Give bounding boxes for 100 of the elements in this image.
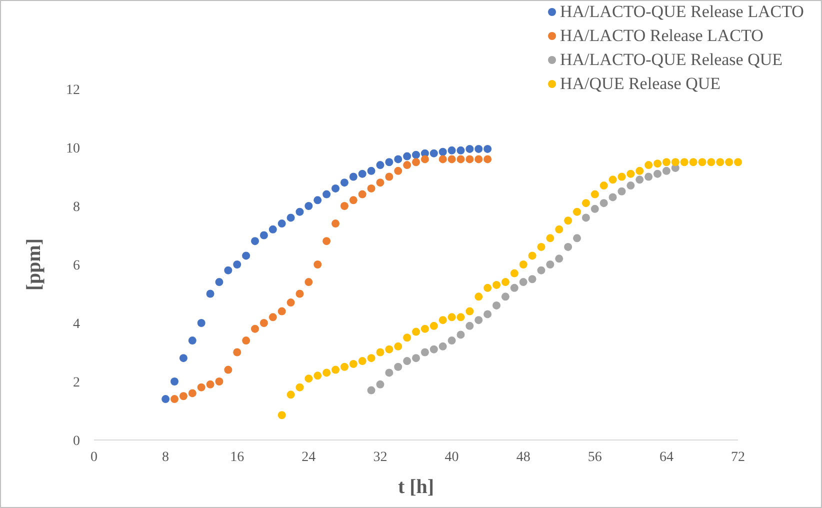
y-tick-label: 8 <box>73 200 80 215</box>
y-tick-label: 12 <box>66 83 80 98</box>
point <box>420 348 429 356</box>
x-axis-title: t [h] <box>398 476 434 498</box>
point <box>367 166 376 175</box>
point <box>456 155 465 164</box>
point <box>466 144 474 153</box>
point <box>314 372 322 380</box>
point <box>286 214 295 222</box>
point <box>528 252 536 260</box>
point <box>242 336 250 345</box>
point <box>268 225 277 234</box>
point <box>376 380 384 388</box>
point <box>474 144 483 153</box>
point <box>358 170 366 178</box>
point <box>251 237 259 246</box>
point <box>519 260 528 268</box>
x-tick-label: 48 <box>516 450 530 465</box>
x-tick-label: 56 <box>588 450 602 465</box>
point <box>197 319 206 327</box>
point <box>412 354 420 362</box>
point <box>654 160 662 168</box>
point <box>636 166 644 175</box>
point <box>304 202 313 210</box>
point <box>412 328 420 336</box>
point <box>430 149 438 158</box>
point <box>296 208 304 216</box>
point <box>474 292 483 301</box>
point <box>170 395 178 404</box>
point <box>286 298 295 307</box>
point <box>224 266 232 274</box>
point <box>734 158 742 166</box>
point <box>564 242 572 251</box>
point <box>626 182 635 190</box>
point <box>438 316 447 324</box>
point <box>600 199 608 208</box>
point <box>394 342 402 350</box>
point <box>600 182 608 190</box>
y-tick-label: 2 <box>73 376 80 390</box>
point <box>698 158 706 166</box>
point <box>304 278 313 286</box>
point <box>448 313 456 322</box>
point <box>197 383 206 392</box>
legend-label: HA/QUE Release QUE <box>560 74 721 93</box>
point <box>448 146 456 154</box>
point <box>501 278 510 286</box>
point <box>528 275 536 284</box>
point <box>546 234 554 242</box>
point <box>510 269 518 278</box>
point <box>644 172 653 181</box>
point <box>608 193 617 202</box>
point <box>492 280 500 289</box>
y-axis-title: [ppm] <box>23 238 45 291</box>
point <box>626 170 635 178</box>
point <box>367 386 376 394</box>
point <box>573 208 581 216</box>
point <box>412 150 420 159</box>
point <box>590 190 599 198</box>
point <box>492 301 500 310</box>
legend-label: HA/LACTO-QUE Release QUE <box>560 50 783 69</box>
point <box>707 158 716 166</box>
point <box>358 190 366 198</box>
y-tick-label: 6 <box>73 258 80 274</box>
point <box>430 345 438 354</box>
point <box>484 284 492 292</box>
point <box>376 178 384 187</box>
point <box>385 345 394 354</box>
legend-label: HA/LACTO-QUE Release LACTO <box>560 2 804 21</box>
point <box>654 170 662 178</box>
point <box>376 161 384 170</box>
point <box>278 411 286 420</box>
point <box>510 284 518 292</box>
point <box>484 155 492 164</box>
point <box>662 166 670 175</box>
point <box>394 155 402 164</box>
point <box>430 322 438 330</box>
point <box>456 146 465 154</box>
x-tick-label: 64 <box>659 450 674 465</box>
point <box>340 202 348 210</box>
point <box>260 319 268 327</box>
point <box>716 158 724 166</box>
point <box>689 158 698 166</box>
point <box>618 187 626 196</box>
point <box>367 184 376 192</box>
point <box>403 161 412 170</box>
point <box>340 178 348 187</box>
point <box>349 360 358 368</box>
point <box>537 266 546 274</box>
x-tick-label: 8 <box>162 450 170 465</box>
point <box>206 380 214 388</box>
point <box>680 158 688 166</box>
point <box>662 158 670 166</box>
point <box>546 260 554 268</box>
point <box>537 242 546 251</box>
point <box>403 357 412 366</box>
point <box>170 378 178 386</box>
y-tick-label: 4 <box>73 317 80 332</box>
point <box>278 307 286 316</box>
point <box>367 354 376 362</box>
legend-label: HA/LACTO Release LACTO <box>560 26 764 45</box>
